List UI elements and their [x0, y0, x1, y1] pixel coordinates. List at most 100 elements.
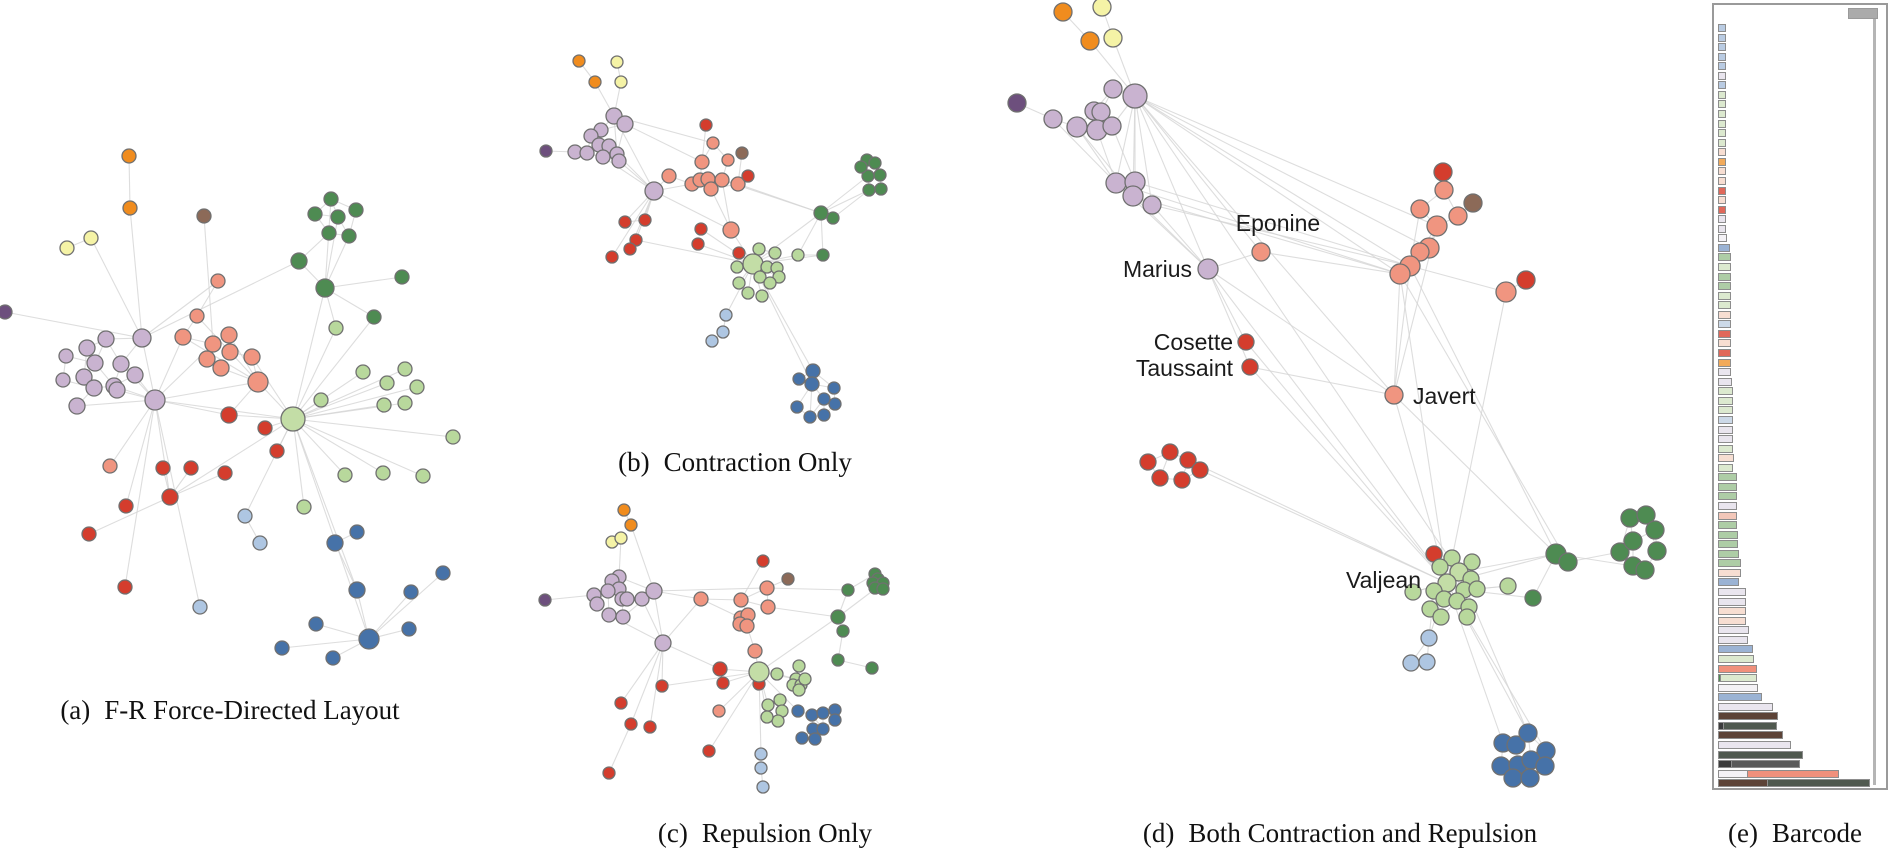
graph-node: [1468, 580, 1486, 598]
graph-edge: [154, 399, 171, 498]
graph-node: [614, 696, 628, 710]
barcode-bar: [1718, 167, 1726, 176]
graph-node: [1520, 768, 1540, 788]
barcode-bar-segment: [1718, 540, 1738, 549]
barcode-bar-segment: [1718, 473, 1737, 482]
barcode-bar: [1718, 463, 1733, 472]
graph-edge: [767, 606, 839, 618]
graph-edge: [141, 260, 300, 339]
barcode-bar: [1718, 291, 1731, 300]
graph-node: [722, 221, 740, 239]
graph-node: [1506, 735, 1526, 755]
graph-node: [1173, 471, 1191, 489]
graph-node: [1524, 589, 1542, 607]
barcode-bar-segment: [1720, 674, 1757, 683]
graph-node: [132, 328, 152, 348]
graph-node: [445, 429, 461, 445]
graph-node: [739, 618, 755, 634]
barcode-bar: [1718, 396, 1733, 405]
barcode-bar-segment: [1718, 377, 1732, 386]
barcode-bar-segment: [1718, 186, 1726, 195]
graph-node: [183, 460, 199, 476]
barcode-bar: [1718, 454, 1734, 463]
graph-node: [1647, 541, 1667, 561]
graph-node: [86, 354, 104, 372]
graph-node: [719, 308, 733, 322]
graph-node: [721, 153, 735, 167]
graph-node: [220, 406, 238, 424]
caption-a: (a) F-R Force-Directed Layout: [10, 695, 450, 726]
graph-edge: [129, 207, 143, 339]
barcode-bar-segment: [1718, 368, 1731, 377]
graph-node: [0, 304, 13, 320]
barcode-bar-segment: [1718, 253, 1731, 262]
caption-e-tag: (e): [1728, 818, 1758, 848]
graph-edge: [635, 239, 754, 265]
graph-edge: [758, 616, 839, 673]
barcode-bar-segment: [1767, 779, 1870, 788]
graph-node: [756, 780, 770, 794]
graph-node: [397, 395, 413, 411]
graph-node: [376, 397, 392, 413]
graph-node: [122, 200, 138, 216]
graph-node: [174, 328, 192, 346]
graph-edge: [1446, 291, 1507, 584]
graph-node: [539, 144, 553, 158]
graph-node: [83, 230, 99, 246]
graph-edge: [169, 418, 294, 498]
graph-node: [126, 366, 144, 384]
graph-node: [247, 371, 269, 393]
graph-node: [85, 379, 103, 397]
graph-node: [1620, 508, 1640, 528]
graph-edge: [76, 399, 156, 407]
graph-edge: [154, 381, 259, 401]
barcode-bar-segment: [1718, 779, 1768, 788]
graph-edge: [169, 472, 226, 498]
barcode-bar: [1718, 62, 1726, 71]
graph-node: [589, 596, 605, 612]
barcode-bar: [1718, 760, 1800, 769]
graph-edge: [662, 598, 702, 644]
barcode-bar-segment: [1718, 435, 1733, 444]
graph-node: [397, 361, 413, 377]
graph-node: [1139, 453, 1157, 471]
graph-node: [220, 326, 238, 344]
graph-node: [602, 766, 616, 780]
barcode-bar-segment: [1718, 463, 1733, 472]
graph-node: [741, 286, 755, 300]
barcode-bar-segment: [1718, 263, 1731, 271]
graph-node: [605, 250, 619, 264]
barcode-bar-segment: [1718, 176, 1726, 185]
graph-edge: [630, 642, 664, 725]
graph-node: [741, 169, 755, 183]
graph-node: [212, 359, 230, 377]
graph-node: [732, 276, 746, 290]
graph-node: [1433, 162, 1453, 182]
graph-node: [694, 222, 708, 236]
graph-edge: [1409, 265, 1507, 293]
barcode-bar: [1718, 626, 1749, 635]
graph-node: [144, 389, 166, 411]
graph-edge: [1132, 195, 1401, 275]
graph-node: [699, 118, 713, 132]
barcode-bar: [1718, 52, 1726, 61]
graph-edge: [124, 399, 156, 588]
graph-node: [1420, 629, 1438, 647]
graph-node: [1122, 83, 1148, 109]
graph-node: [210, 273, 226, 289]
barcode-bar: [1718, 444, 1733, 453]
graph-node: [773, 693, 787, 707]
barcode-bar-segment: [1718, 502, 1737, 510]
graph-edge: [653, 190, 732, 231]
graph-node: [252, 535, 268, 551]
barcode-bar-segment: [1718, 358, 1731, 367]
barcode-bar-segment: [1718, 157, 1726, 166]
barcode-bar: [1718, 301, 1731, 310]
graph-edge: [1393, 394, 1557, 555]
graph-edge: [1134, 95, 1411, 267]
graph-node: [55, 372, 71, 388]
barcode-bar-segment: [1718, 387, 1733, 396]
graph-node: [836, 624, 850, 638]
graph-node: [756, 554, 770, 568]
barcode-bar-segment: [1718, 43, 1726, 52]
